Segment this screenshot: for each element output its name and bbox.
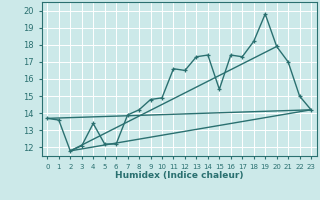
X-axis label: Humidex (Indice chaleur): Humidex (Indice chaleur) [115, 171, 244, 180]
